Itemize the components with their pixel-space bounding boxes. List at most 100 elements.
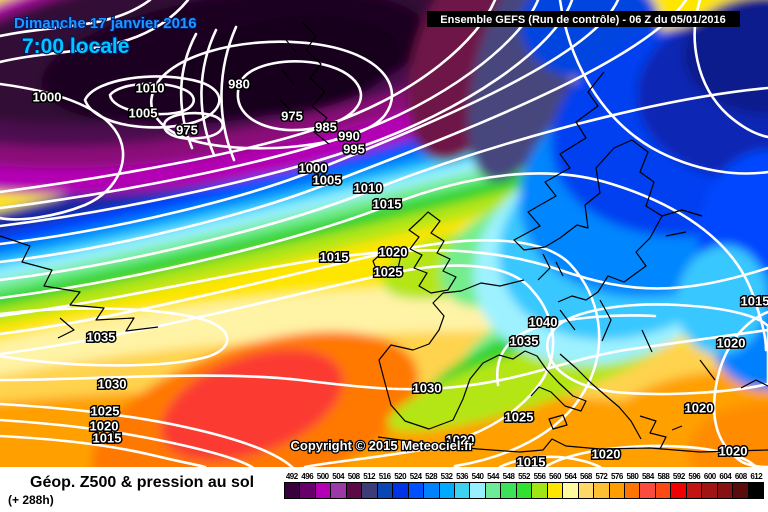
legend-swatch bbox=[686, 483, 703, 498]
legend-value: 600 bbox=[703, 472, 716, 481]
legend-swatch bbox=[532, 483, 548, 498]
pressure-label: 1020 bbox=[719, 444, 748, 459]
pressure-label: 975 bbox=[281, 109, 303, 124]
legend-value: 504 bbox=[332, 472, 345, 481]
legend-swatch bbox=[485, 483, 502, 498]
legend-value: 496 bbox=[301, 472, 314, 481]
legend-value: 512 bbox=[363, 472, 376, 481]
time-label: 7:00 locale bbox=[22, 35, 129, 58]
pressure-label: 1015 bbox=[741, 294, 768, 309]
legend-value: 584 bbox=[641, 472, 654, 481]
coastlines bbox=[0, 21, 768, 453]
legend-swatch bbox=[300, 483, 316, 498]
legend-swatch bbox=[346, 483, 363, 498]
legend-value: 524 bbox=[409, 472, 422, 481]
legend-value: 528 bbox=[425, 472, 438, 481]
legend-value: 532 bbox=[440, 472, 453, 481]
legend-swatch bbox=[733, 483, 749, 498]
pressure-label: 980 bbox=[228, 77, 250, 92]
legend-value: 516 bbox=[378, 472, 391, 481]
legend-swatch bbox=[594, 483, 610, 498]
legend-value: 576 bbox=[610, 472, 623, 481]
legend-swatch bbox=[748, 483, 764, 498]
weather-map: 1000101010059759809759859909951000100510… bbox=[0, 0, 768, 467]
legend-swatch bbox=[285, 483, 301, 498]
pressure-label: 985 bbox=[315, 120, 337, 135]
legend-swatch bbox=[362, 483, 378, 498]
legend-swatch bbox=[655, 483, 672, 498]
legend-swatch bbox=[424, 483, 440, 498]
pressure-label: 1025 bbox=[505, 410, 534, 425]
pressure-label: 1005 bbox=[129, 106, 158, 121]
legend-value: 492 bbox=[285, 472, 298, 481]
pressure-label: 1010 bbox=[354, 181, 383, 196]
pressure-label: 1010 bbox=[136, 81, 165, 96]
pressure-label: 1005 bbox=[313, 173, 342, 188]
pressure-label: 1020 bbox=[592, 447, 621, 462]
legend-swatch bbox=[377, 483, 394, 498]
legend-swatch bbox=[702, 483, 718, 498]
legend-value: 500 bbox=[316, 472, 329, 481]
pressure-label: 1020 bbox=[717, 336, 746, 351]
legend-swatch bbox=[671, 483, 687, 498]
forecast-step: (+ 288h) bbox=[8, 493, 54, 507]
pressure-label: 1040 bbox=[529, 315, 558, 330]
legend-swatch bbox=[393, 483, 409, 498]
legend-value: 520 bbox=[394, 472, 407, 481]
pressure-label: 1000 bbox=[299, 161, 328, 176]
legend-swatch bbox=[331, 483, 347, 498]
legend-value: 552 bbox=[518, 472, 530, 481]
date-label: Dimanche 17 janvier 2016 bbox=[14, 15, 197, 32]
legend-swatch bbox=[563, 483, 579, 498]
pressure-label: 995 bbox=[343, 142, 365, 157]
legend-values-row: 492 496 500 504 508 512 516 520 524 528 532 536 540 5… bbox=[284, 472, 764, 481]
legend-swatch bbox=[470, 483, 486, 498]
isobar-contours bbox=[0, 0, 768, 467]
legend-value: 544 bbox=[487, 472, 499, 481]
legend-swatch bbox=[408, 483, 425, 498]
pressure-label: 1035 bbox=[87, 330, 116, 345]
legend-value: 592 bbox=[672, 472, 685, 481]
pressure-label: 1020 bbox=[90, 419, 119, 434]
legend-value: 608 bbox=[734, 472, 747, 481]
legend-value: 580 bbox=[626, 472, 639, 481]
map-title: Géop. Z500 & pression au sol bbox=[30, 474, 255, 491]
legend-value: 588 bbox=[657, 472, 670, 481]
legend-value: 540 bbox=[471, 472, 484, 481]
legend-swatch bbox=[501, 483, 517, 498]
pressure-label: 1000 bbox=[33, 90, 62, 105]
model-run-label: Ensemble GEFS (Run de contrôle) - 06 Z d… bbox=[440, 14, 725, 26]
legend-value: 568 bbox=[580, 472, 592, 481]
legend-value: 572 bbox=[595, 472, 608, 481]
legend-swatch bbox=[609, 483, 625, 498]
legend-value: 604 bbox=[719, 472, 732, 481]
legend-swatch bbox=[315, 483, 332, 498]
geopotential-legend: 492 496 500 504 508 512 516 520 524 528 532 536 540 5… bbox=[284, 472, 764, 499]
pressure-label: 1025 bbox=[374, 265, 403, 280]
legend-swatch bbox=[578, 483, 595, 498]
pressure-label: 990 bbox=[338, 129, 360, 144]
legend-value: 612 bbox=[750, 472, 763, 481]
pressure-label: 1030 bbox=[98, 377, 127, 392]
legend-swatch bbox=[454, 483, 471, 498]
pressure-label: 1025 bbox=[91, 404, 120, 419]
legend-value: 548 bbox=[502, 472, 515, 481]
legend-swatch bbox=[624, 483, 641, 498]
pressure-label: 1015 bbox=[373, 197, 402, 212]
legend-swatch bbox=[640, 483, 656, 498]
legend-color-scale bbox=[284, 482, 764, 499]
legend-value: 556 bbox=[533, 472, 546, 481]
legend-value: 560 bbox=[549, 472, 561, 481]
legend-swatch bbox=[439, 483, 455, 498]
legend-value: 536 bbox=[456, 472, 468, 481]
legend-swatch bbox=[516, 483, 533, 498]
pressure-label: 1030 bbox=[413, 381, 442, 396]
legend-swatch bbox=[547, 483, 564, 498]
legend-value: 508 bbox=[347, 472, 360, 481]
geopotential-color-field bbox=[0, 0, 768, 467]
copyright-label: Copyright © 2015 Meteociel.fr bbox=[291, 438, 474, 453]
pressure-label: 1015 bbox=[320, 250, 349, 265]
legend-swatch bbox=[717, 483, 734, 498]
pressure-label: 1015 bbox=[517, 455, 546, 468]
